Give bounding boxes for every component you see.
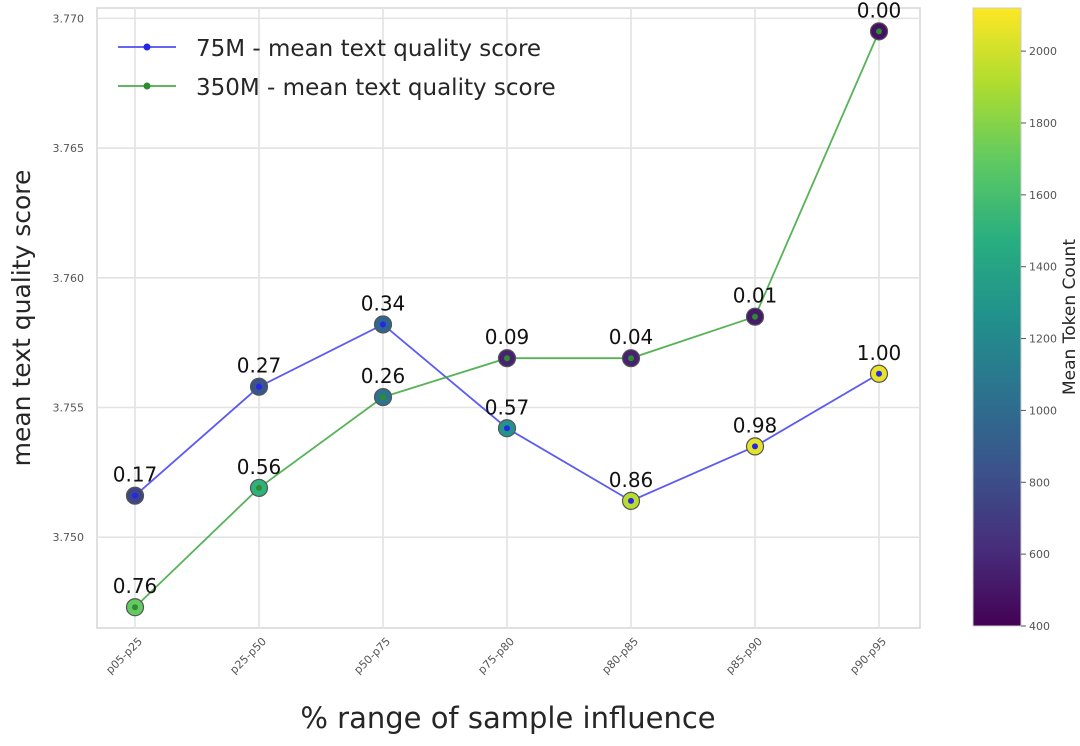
data-point xyxy=(256,484,262,491)
point-label: 0.76 xyxy=(113,574,158,598)
y-tick-label: 3.750 xyxy=(53,531,85,544)
data-point xyxy=(752,443,758,450)
x-tick-label: p50-p75 xyxy=(351,635,393,677)
colorbar-tick-label: 800 xyxy=(1029,476,1050,489)
point-label: 0.00 xyxy=(857,0,902,22)
x-axis-label: % range of sample influence xyxy=(300,701,715,735)
point-labels: 0.17 0.27 0.34 0.57 0.86 0.98 1.00 0.76 0.56 0.26… xyxy=(113,0,902,598)
colorbar-ticks: 400 600 800 1000 1200 1400 1600 1800 2000 xyxy=(1021,45,1057,633)
colorbar-gradient xyxy=(972,7,1022,627)
x-tick-label: p90-p95 xyxy=(847,635,889,677)
point-label: 0.01 xyxy=(733,284,778,308)
colorbar-tick-label: 1600 xyxy=(1029,189,1057,202)
point-label: 0.04 xyxy=(609,325,654,349)
x-tick-label: p85-p90 xyxy=(723,635,765,677)
y-axis-label: mean text quality score xyxy=(7,170,36,467)
colorbar-tick-label: 400 xyxy=(1029,620,1050,633)
legend: 75M - mean text quality score 350M - mea… xyxy=(118,36,556,101)
data-point xyxy=(504,425,510,432)
colorbar-tick-label: 1400 xyxy=(1029,261,1057,274)
point-label: 0.98 xyxy=(733,413,778,437)
colorbar: 400 600 800 1000 1200 1400 1600 1800 2000 Mean T… xyxy=(972,7,1080,633)
colorbar-tick-label: 1800 xyxy=(1029,117,1057,130)
point-label: 1.00 xyxy=(857,341,902,365)
plot-area xyxy=(96,7,921,629)
data-point xyxy=(132,492,138,499)
point-label: 0.26 xyxy=(361,364,406,388)
x-tick-label: p05-p25 xyxy=(103,635,145,677)
legend-label-75m: 75M - mean text quality score xyxy=(196,36,541,62)
colorbar-tick-label: 600 xyxy=(1029,548,1050,561)
data-point xyxy=(752,313,758,320)
data-point xyxy=(628,355,634,362)
data-point xyxy=(380,394,386,401)
legend-label-350m: 350M - mean text quality score xyxy=(196,75,556,101)
y-tick-label: 3.765 xyxy=(53,142,85,155)
x-tick-label: p25-p50 xyxy=(227,635,269,677)
y-axis-ticks: 3.750 3.755 3.760 3.765 3.770 xyxy=(53,12,85,544)
point-label: 0.27 xyxy=(237,354,282,378)
data-point xyxy=(876,28,882,35)
point-label: 0.17 xyxy=(113,463,158,487)
point-label: 0.34 xyxy=(361,291,406,315)
y-tick-label: 3.760 xyxy=(53,272,85,285)
y-tick-label: 3.755 xyxy=(53,401,85,414)
colorbar-tick-label: 1000 xyxy=(1029,404,1057,417)
data-point xyxy=(504,355,510,362)
point-label: 0.57 xyxy=(485,395,530,419)
data-point xyxy=(628,497,634,504)
y-tick-label: 3.770 xyxy=(53,12,85,25)
data-point xyxy=(132,604,138,611)
data-point xyxy=(380,321,386,328)
legend-marker-350m xyxy=(143,82,151,90)
series-markers xyxy=(125,22,889,617)
data-point xyxy=(256,383,262,390)
x-axis-ticks: p05-p25 p25-p50 p50-p75 p75-p80 p80-p85 p85-p… xyxy=(103,635,889,677)
legend-marker-75m xyxy=(143,43,151,51)
point-label: 0.56 xyxy=(237,455,282,479)
point-label: 0.86 xyxy=(609,468,654,492)
point-label: 0.09 xyxy=(485,325,530,349)
colorbar-tick-label: 2000 xyxy=(1029,45,1057,58)
colorbar-tick-label: 1200 xyxy=(1029,333,1057,346)
colorbar-label: Mean Token Count xyxy=(1060,239,1080,395)
x-tick-label: p80-p85 xyxy=(599,635,641,677)
x-tick-label: p75-p80 xyxy=(475,635,517,677)
data-point xyxy=(876,370,882,377)
